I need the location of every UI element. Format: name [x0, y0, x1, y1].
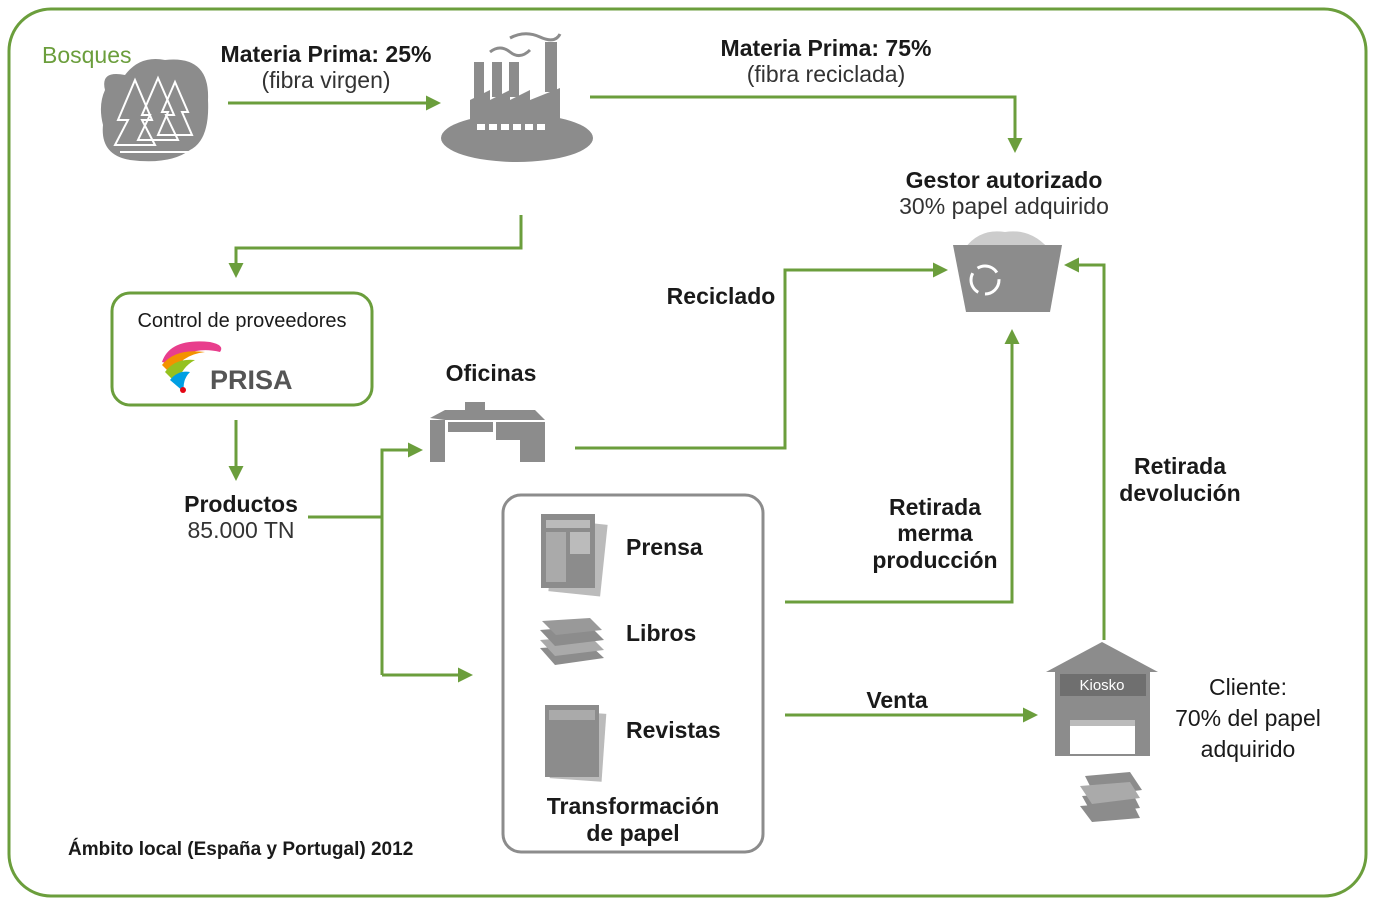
kiosk-icon [1046, 642, 1158, 822]
books-icon [540, 618, 604, 665]
waste-label: merma [897, 520, 973, 546]
recycled-title: Materia Prima: 75% [721, 35, 932, 61]
returns-label: Retirada [1134, 453, 1226, 479]
item-label: Prensa [626, 534, 703, 560]
products-title: Productos [184, 491, 298, 517]
diagram: Bosques Materia Prima: 25% (fibra virgen… [0, 0, 1375, 900]
item-label: Libros [626, 620, 696, 646]
customer-label: 70% del papel [1175, 705, 1321, 731]
customer-label: adquirido [1201, 736, 1296, 762]
forest-icon [101, 59, 208, 161]
virgin-title: Materia Prima: 25% [221, 41, 432, 67]
transformation-title: Transformación [547, 793, 720, 819]
customer-label: Cliente: [1209, 674, 1287, 700]
control-title: Control de proveedores [137, 310, 346, 332]
waste-label: producción [872, 547, 997, 573]
recycled-label: Reciclado [667, 283, 776, 309]
magazines-icon [545, 705, 606, 782]
manager-title: Gestor autorizado [906, 167, 1103, 193]
item-label: Revistas [626, 717, 721, 743]
manager-subtitle: 30% papel adquirido [899, 193, 1109, 219]
prisa-text: PRISA [210, 365, 293, 395]
offices-label: Oficinas [446, 360, 537, 386]
bin-icon [953, 231, 1062, 312]
factory-icon [441, 34, 593, 162]
returns-label: devolución [1119, 480, 1240, 506]
sale-label: Venta [866, 687, 928, 713]
kiosk-label: Kiosko [1079, 677, 1124, 694]
waste-label: Retirada [889, 494, 981, 520]
footer-note: Ámbito local (España y Portugal) 2012 [68, 838, 413, 860]
products-subtitle: 85.000 TN [188, 517, 295, 543]
desk-icon [430, 402, 545, 462]
transformation-title: de papel [586, 820, 679, 846]
forest-label: Bosques [42, 42, 132, 68]
recycled-subtitle: (fibra reciclada) [747, 61, 906, 87]
press-icon [541, 514, 608, 597]
virgin-subtitle: (fibra virgen) [261, 67, 390, 93]
